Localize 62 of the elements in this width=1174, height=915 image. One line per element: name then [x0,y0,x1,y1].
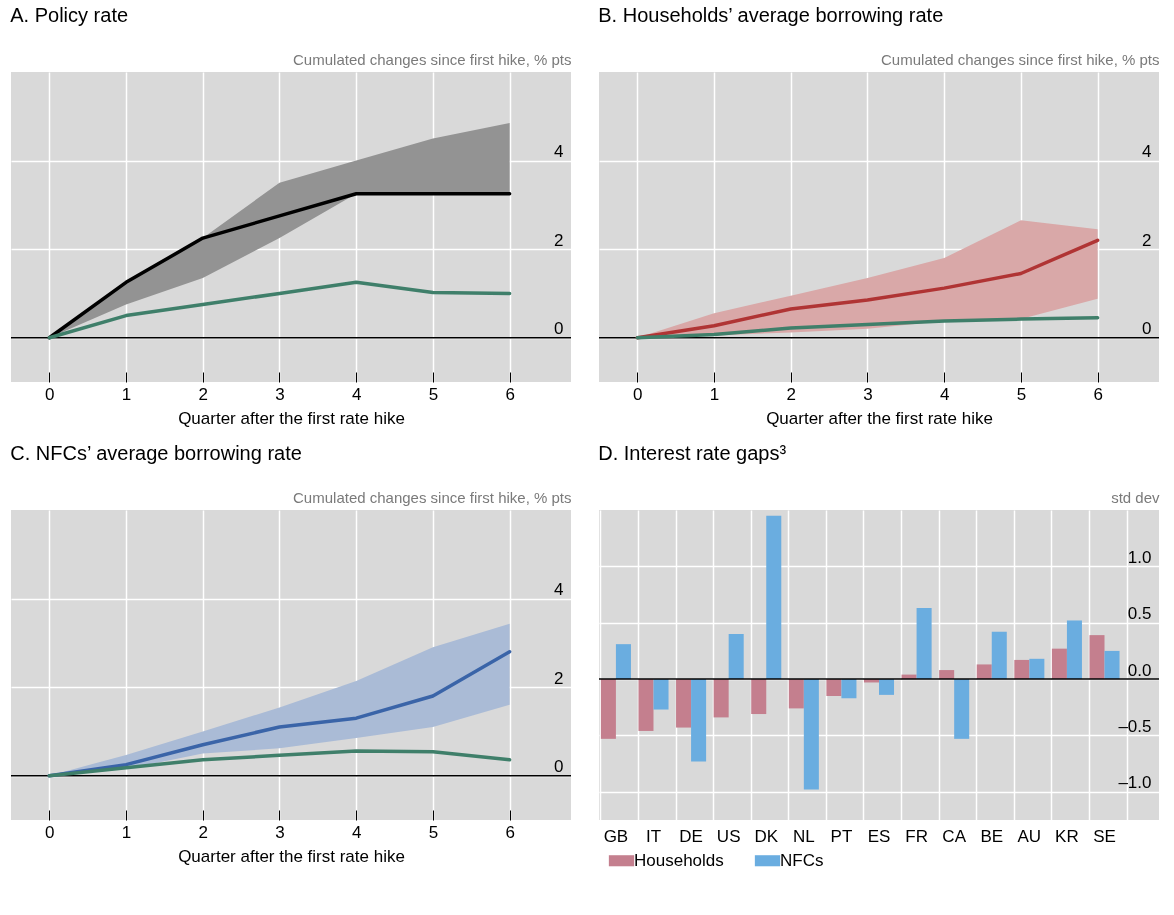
x-tick-label: US [716,826,741,846]
x-tick-label: SE [1093,826,1116,846]
x-tick-label: 3 [275,822,285,842]
y-tick-label: –0.5 [1118,716,1152,736]
x-tick-label: 5 [1016,384,1027,404]
x-tick-label: 6 [505,822,515,842]
x-tick-label: DK [754,826,779,846]
x-axis-title: Quarter after the first rate hike [178,408,405,428]
x-tick-label: 3 [275,384,285,404]
chart-title: B. Households’ average borrowing rate [598,4,944,26]
y-tick-label: 2 [554,230,564,250]
x-tick-label: 0 [45,384,55,404]
y-axis-title: Cumulated changes since first hike, % pts [293,50,572,68]
x-tick-label: 2 [198,384,209,404]
x-tick-label: CA [942,826,967,846]
x-tick-label: 6 [505,384,515,404]
x-tick-label: 5 [428,384,439,404]
x-axis-title: Quarter after the first rate hike [766,408,993,428]
x-tick-label: 5 [428,822,439,842]
y-tick-label: 4 [554,580,564,600]
x-tick-label: 1 [121,384,132,404]
y-tick-label: 0 [554,757,564,777]
y-tick-label: 0 [1142,319,1152,339]
x-tick-label: 0 [633,384,643,404]
x-tick-label: FR [905,826,928,846]
y-axis-title: std dev [1111,488,1160,506]
chart-title: C. NFCs’ average borrowing rate [10,442,302,464]
y-axis-title: Cumulated changes since first hike, % pts [881,50,1160,68]
chart-title: A. Policy rate [10,4,129,26]
x-tick-label: ES [867,826,891,846]
y-tick-label: 4 [1142,142,1152,162]
x-tick-label: IT [645,826,662,846]
y-tick-label: 0.0 [1127,660,1152,680]
x-tick-label: KR [1055,826,1079,846]
x-tick-label: GB [603,826,629,846]
x-tick-label: DE [679,826,703,846]
y-tick-label: –1.0 [1118,773,1152,793]
legend-label: NFCs [780,850,824,870]
y-tick-label: 0 [554,319,564,339]
x-tick-label: 0 [45,822,55,842]
x-tick-label: BE [980,826,1004,846]
x-tick-label: 4 [351,822,362,842]
x-tick-label: 1 [121,822,132,842]
legend-label: Households [634,850,724,870]
x-axis-title: Quarter after the first rate hike [178,846,405,866]
x-tick-label: PT [830,826,853,846]
y-tick-label: 1.0 [1127,547,1152,567]
x-tick-label: 1 [709,384,720,404]
y-tick-label: 0.5 [1127,604,1152,624]
y-tick-label: 4 [554,142,564,162]
y-axis-title: Cumulated changes since first hike, % pts [293,488,572,506]
chart-title: D. Interest rate gaps³ [598,442,787,464]
x-tick-label: 2 [198,822,209,842]
y-tick-label: 2 [554,668,564,688]
x-tick-label: AU [1017,826,1042,846]
x-tick-label: 6 [1093,384,1103,404]
x-tick-label: 4 [939,384,950,404]
x-tick-label: 3 [863,384,873,404]
x-tick-label: 4 [351,384,362,404]
x-tick-label: NL [792,826,815,846]
x-tick-label: 2 [786,384,797,404]
y-tick-label: 2 [1142,230,1152,250]
